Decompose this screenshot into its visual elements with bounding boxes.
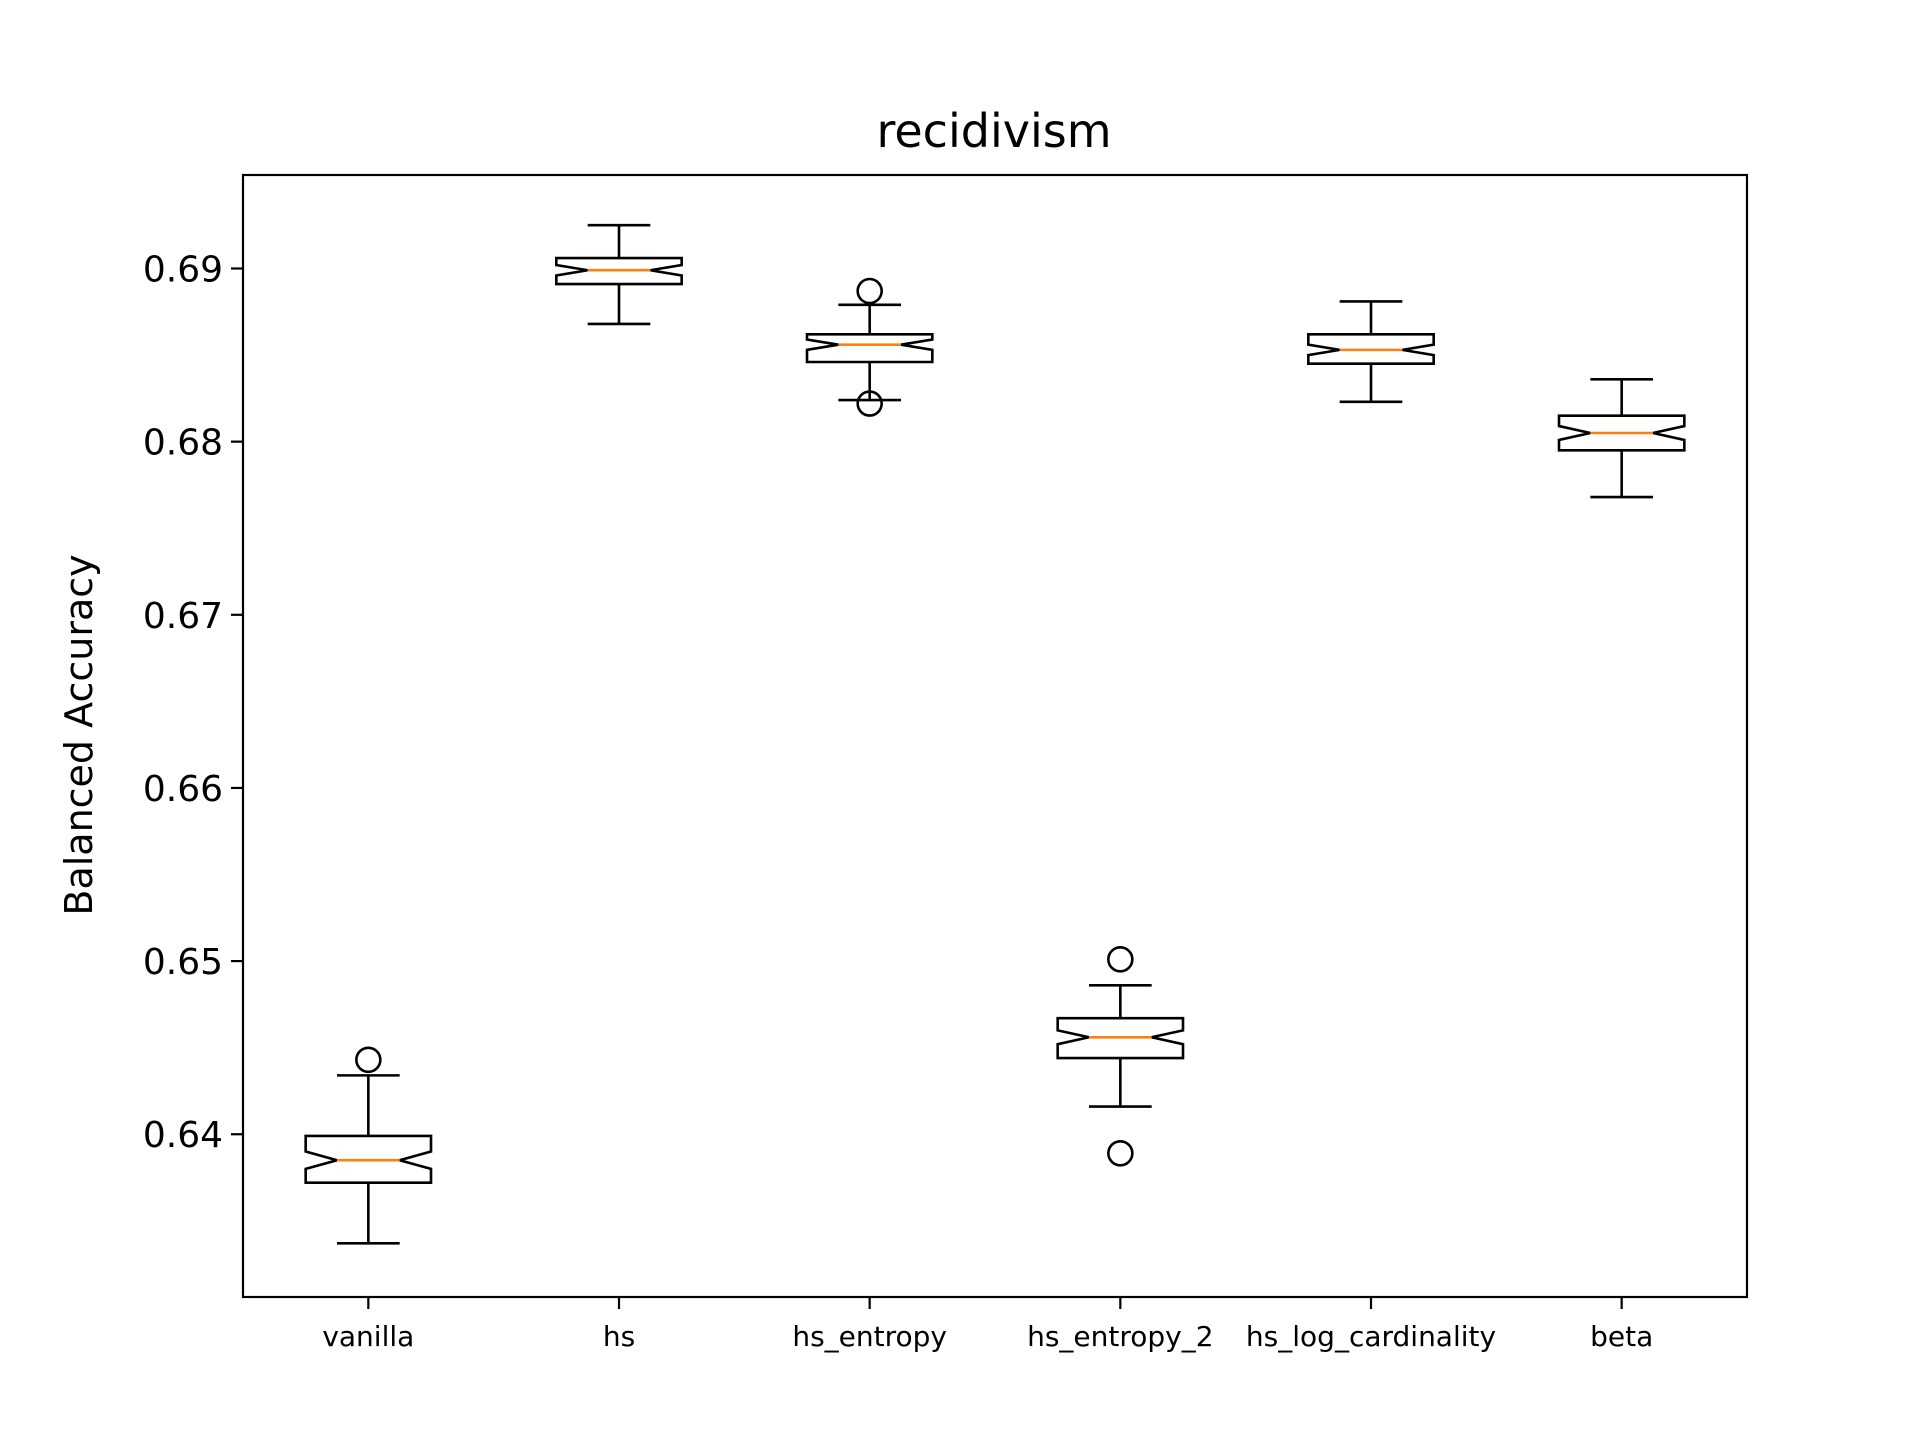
x-tick-label: hs_entropy — [792, 1320, 947, 1353]
outlier-point — [856, 390, 883, 417]
y-tick-label: 0.69 — [143, 250, 223, 291]
box-group — [1307, 300, 1435, 404]
y-tick-label: 0.64 — [143, 1115, 223, 1156]
box-group — [805, 277, 934, 417]
plot-area-frame — [241, 173, 1749, 1299]
box-body — [1056, 1016, 1185, 1060]
y-tick-label: 0.67 — [143, 596, 223, 637]
y-tick-label: 0.68 — [143, 423, 223, 464]
x-tick-label: beta — [1590, 1320, 1653, 1353]
outlier-point — [1107, 1139, 1134, 1167]
y-tick-label: 0.65 — [143, 942, 223, 983]
box-body — [555, 256, 683, 286]
x-axis: vanilla hs hs_entropy hs_entropy_2 hs_log_ca… — [322, 1297, 1653, 1353]
box-group — [1056, 946, 1185, 1167]
plot-marks — [304, 223, 1686, 1245]
y-axis-label: Balanced Accuracy — [57, 554, 101, 915]
x-tick-label: hs — [603, 1320, 635, 1353]
x-tick-label: hs_log_cardinality — [1246, 1320, 1496, 1353]
y-axis: 0.64 0.65 0.66 0.67 0.68 0.69 — [143, 250, 243, 1156]
box-group — [555, 223, 683, 326]
chart-title: recidivism — [876, 104, 1111, 158]
outlier-point — [856, 277, 883, 305]
outlier-point — [355, 1046, 382, 1074]
box-body — [1557, 414, 1686, 452]
y-tick-label: 0.66 — [143, 769, 223, 810]
box-group — [304, 1046, 433, 1245]
box-body — [805, 332, 934, 364]
x-tick-label: vanilla — [322, 1320, 414, 1353]
outlier-point — [1107, 946, 1134, 973]
box-body — [304, 1134, 433, 1185]
x-tick-label: hs_entropy_2 — [1027, 1320, 1213, 1353]
box-body — [1307, 332, 1435, 366]
box-group — [1557, 378, 1686, 499]
